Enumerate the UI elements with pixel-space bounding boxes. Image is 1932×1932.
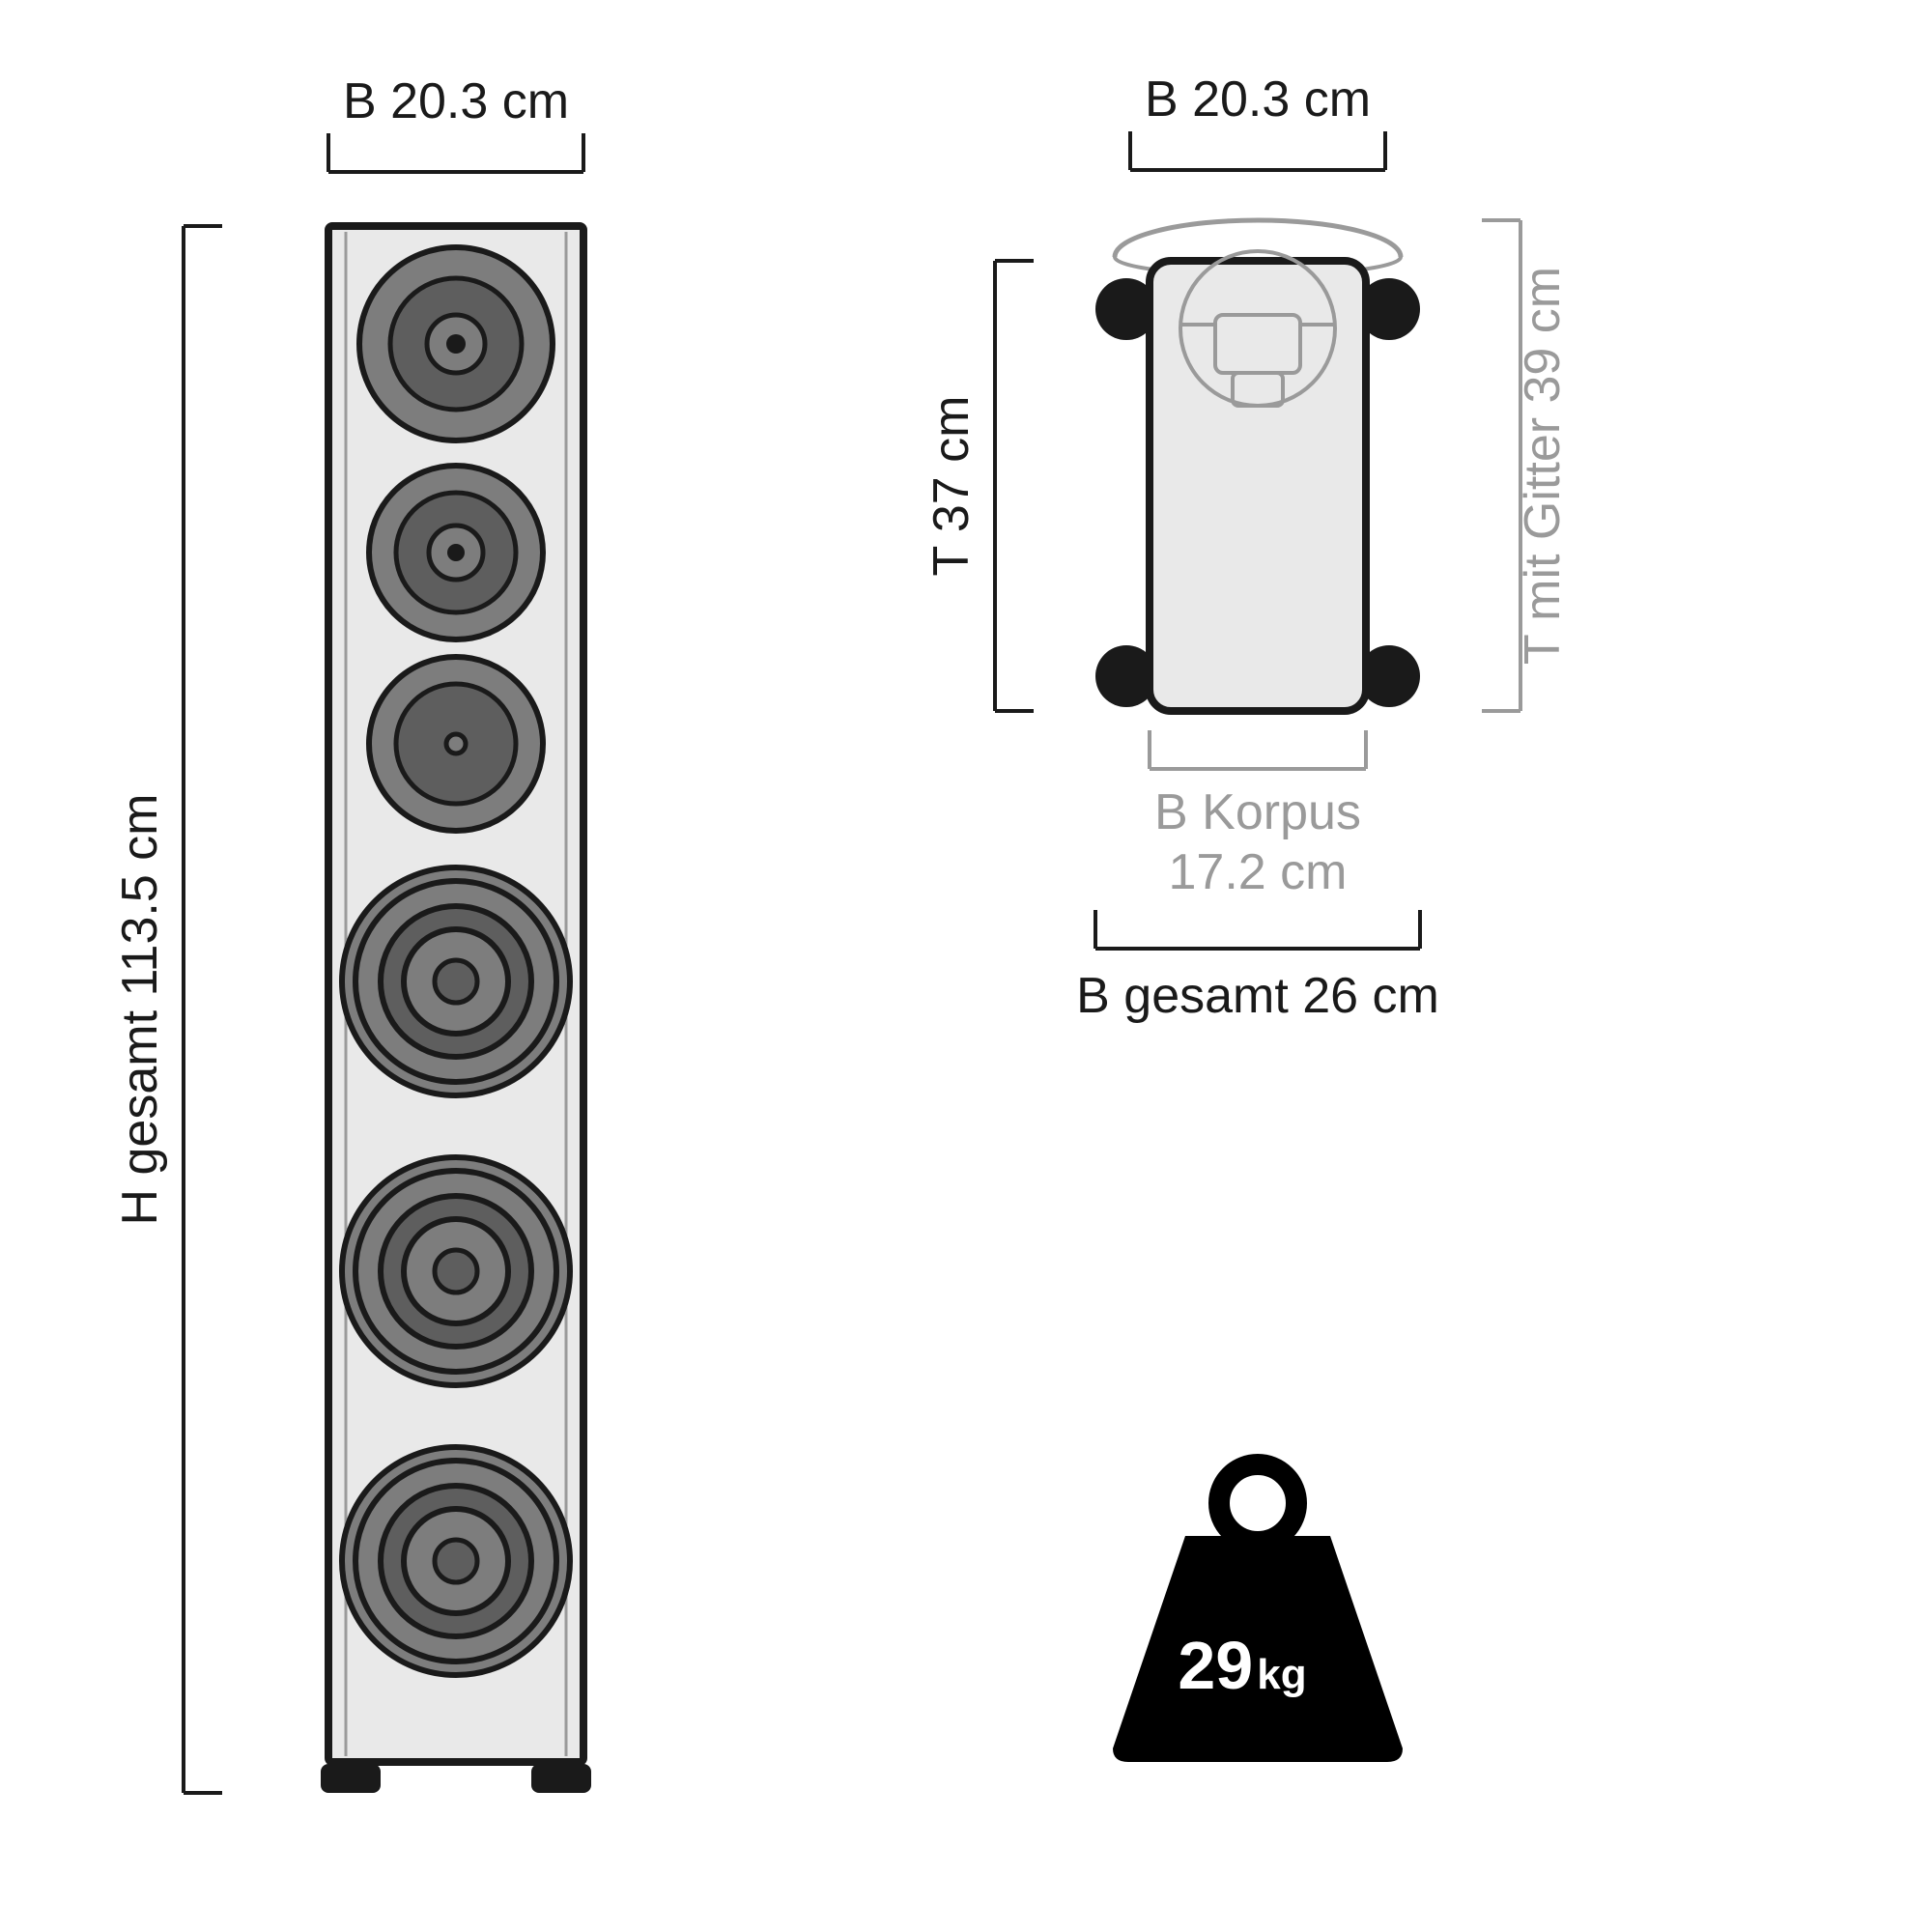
front-foot: [321, 1764, 381, 1793]
front-width-label: B 20.3 cm: [343, 73, 569, 129]
top-depth-label: T 37 cm: [923, 396, 980, 577]
weight-handle-icon: [1219, 1464, 1296, 1542]
top-body-width-label: B Korpus: [1154, 784, 1361, 840]
top-width-label: B 20.3 cm: [1145, 71, 1371, 128]
weight-body-icon: [1113, 1536, 1403, 1762]
top-body-width-value: 17.2 cm: [1169, 844, 1348, 900]
front-height-label: H gesamt 113.5 cm: [112, 793, 168, 1225]
top-total-width-label: B gesamt 26 cm: [1076, 968, 1439, 1024]
top-depth-grille-label: T mit Gitter 39 cm: [1515, 267, 1571, 665]
front-foot: [531, 1764, 591, 1793]
